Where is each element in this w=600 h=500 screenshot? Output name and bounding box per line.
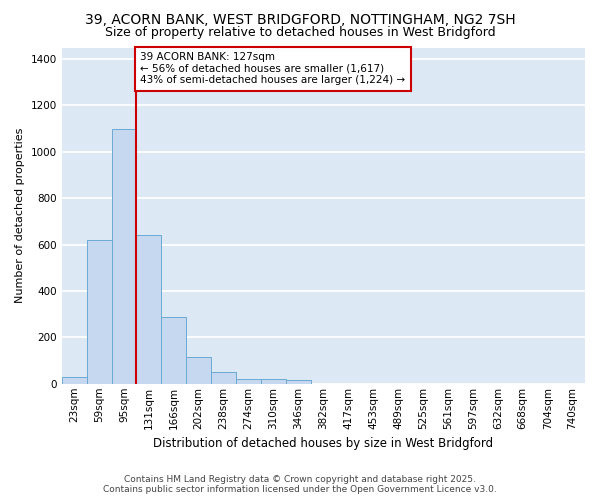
Bar — [86, 240, 112, 384]
Bar — [236, 378, 261, 384]
Bar — [161, 316, 186, 384]
Bar — [186, 357, 211, 384]
Text: 39 ACORN BANK: 127sqm
← 56% of detached houses are smaller (1,617)
43% of semi-d: 39 ACORN BANK: 127sqm ← 56% of detached … — [140, 52, 405, 86]
Bar — [211, 372, 236, 384]
Bar — [136, 236, 161, 384]
Bar — [112, 128, 136, 384]
Bar — [261, 378, 286, 384]
Bar — [286, 380, 311, 384]
Text: Contains HM Land Registry data © Crown copyright and database right 2025.
Contai: Contains HM Land Registry data © Crown c… — [103, 474, 497, 494]
Bar — [62, 378, 86, 384]
Text: Size of property relative to detached houses in West Bridgford: Size of property relative to detached ho… — [104, 26, 496, 39]
Y-axis label: Number of detached properties: Number of detached properties — [15, 128, 25, 304]
X-axis label: Distribution of detached houses by size in West Bridgford: Distribution of detached houses by size … — [153, 437, 493, 450]
Text: 39, ACORN BANK, WEST BRIDGFORD, NOTTINGHAM, NG2 7SH: 39, ACORN BANK, WEST BRIDGFORD, NOTTINGH… — [85, 12, 515, 26]
